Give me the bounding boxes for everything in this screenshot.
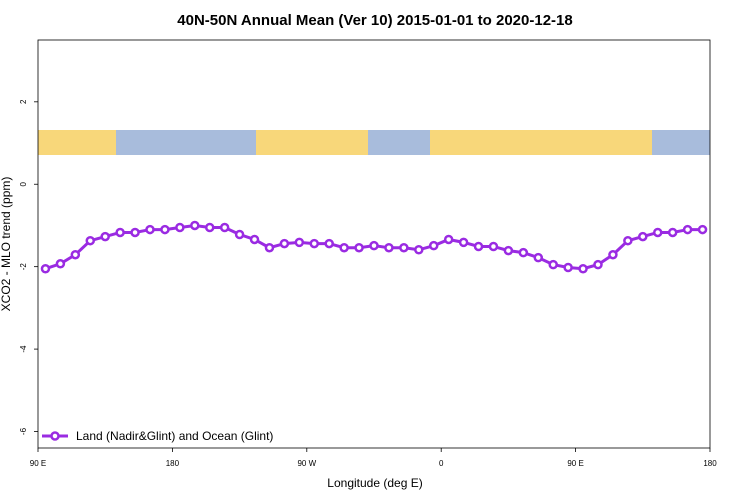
chart-title: 40N-50N Annual Mean (Ver 10) 2015-01-01 … (177, 12, 572, 29)
point (697, 224, 708, 235)
point (414, 245, 424, 255)
point (458, 237, 469, 248)
point (204, 222, 215, 233)
point (503, 245, 514, 256)
land (256, 130, 368, 155)
point (324, 238, 334, 249)
point (55, 259, 66, 269)
x-tick-label: 90 W (297, 459, 316, 468)
point (533, 252, 544, 263)
y-tick-label: 0 (19, 181, 28, 186)
map-band (38, 130, 710, 155)
point (682, 224, 693, 235)
point (130, 227, 140, 238)
x-axis-label: Longitude (deg E) (327, 476, 422, 490)
point (70, 249, 81, 260)
point (399, 242, 409, 253)
point (145, 224, 155, 235)
point (339, 242, 349, 253)
point (40, 263, 51, 274)
point (428, 240, 439, 251)
y-tick-label: -4 (19, 345, 28, 353)
point (638, 231, 648, 242)
point (652, 227, 663, 238)
point (473, 241, 484, 252)
point (279, 238, 290, 249)
point (548, 259, 558, 270)
point (219, 222, 230, 233)
point (578, 263, 588, 274)
point (160, 224, 170, 235)
point (518, 247, 529, 258)
point (354, 242, 364, 253)
point (85, 235, 96, 246)
x-tick-label: 90 E (30, 459, 46, 468)
point (100, 231, 110, 242)
point (384, 242, 394, 253)
point (249, 234, 260, 245)
land (430, 130, 652, 155)
point (234, 229, 245, 240)
x-tick-label: 180 (703, 459, 717, 468)
x-tick-label: 180 (166, 459, 180, 468)
point (190, 220, 200, 231)
point (667, 227, 678, 238)
point (563, 262, 573, 273)
point (369, 240, 379, 251)
legend-marker (50, 431, 60, 441)
x-tick-label: 90 E (567, 459, 583, 468)
y-tick-label: 2 (19, 99, 28, 104)
plot-frame (37, 39, 711, 449)
land (38, 130, 116, 155)
point (608, 249, 618, 260)
x-tick-label: 0 (439, 459, 444, 468)
point (294, 237, 305, 248)
y-tick-label: -6 (19, 427, 28, 435)
legend-label: Land (Nadir&Glint) and Ocean (Glint) (76, 429, 273, 443)
point (115, 227, 125, 238)
point (175, 222, 185, 233)
y-tick-label: -2 (19, 263, 28, 271)
point (309, 238, 320, 249)
point (593, 259, 603, 270)
point (623, 235, 633, 246)
point (488, 241, 499, 252)
point (443, 234, 454, 245)
y-axis-label: XCO2 - MLO trend (ppm) (0, 177, 13, 312)
point (264, 242, 275, 253)
